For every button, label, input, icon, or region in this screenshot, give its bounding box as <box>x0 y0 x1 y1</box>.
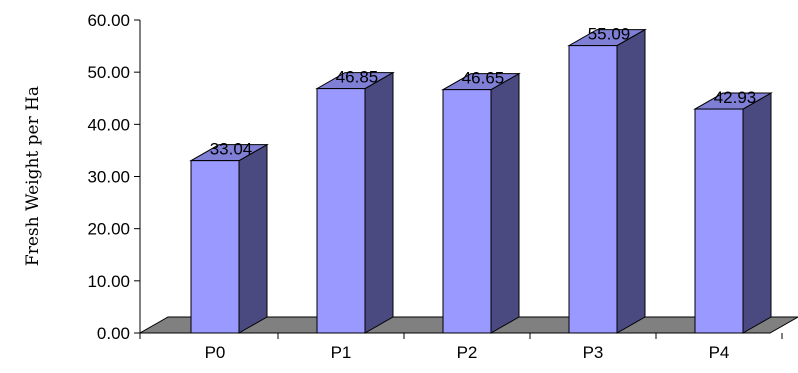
y-tick-label: 20.00 <box>87 220 130 239</box>
bar-front-face <box>442 89 492 334</box>
y-tick-label: 0.00 <box>97 324 130 343</box>
chart-label-layer: 33.04 P0 46.85 P1 46.65 P2 55.09 P3 42.93 P4 <box>205 25 757 362</box>
x-tick-label: P3 <box>583 343 604 362</box>
bar-side-face <box>490 72 520 334</box>
data-label: 46.65 <box>462 69 505 88</box>
bar-side-face <box>238 143 268 334</box>
data-label: 55.09 <box>588 25 631 44</box>
y-tick-label: 40.00 <box>87 115 130 134</box>
y-tick-label: 10.00 <box>87 272 130 291</box>
bar-P1 <box>315 71 395 334</box>
x-tick-label: P0 <box>205 343 226 362</box>
x-tick-label: P2 <box>457 343 478 362</box>
x-tick-label: P4 <box>709 343 730 362</box>
y-tick-label: 50.00 <box>87 63 130 82</box>
bar-front-face <box>316 88 366 334</box>
data-label: 42.93 <box>714 88 757 107</box>
y-tick-label: 30.00 <box>87 168 130 187</box>
x-tick-label: P1 <box>331 343 352 362</box>
data-label: 46.85 <box>336 68 379 87</box>
bar-front-face <box>568 45 618 334</box>
bar-front-face <box>190 160 240 334</box>
bar-P2 <box>441 72 521 334</box>
bar-side-face <box>364 71 394 334</box>
bar-side-face <box>742 92 772 334</box>
data-label: 33.04 <box>210 140 253 159</box>
bar-front-face <box>694 108 744 334</box>
y-tick-label: 60.00 <box>87 11 130 30</box>
bar-P4 <box>693 92 773 334</box>
bar-P0 <box>189 143 269 334</box>
bar-side-face <box>616 28 646 334</box>
chart-axis-layer: 0.00 10.00 20.00 30.00 40.00 50.00 60.00 <box>87 11 783 343</box>
y-axis-title: Fresh Weight per Ha <box>23 86 43 266</box>
bar-P3 <box>567 28 647 334</box>
chart-bar-layer <box>189 28 773 334</box>
